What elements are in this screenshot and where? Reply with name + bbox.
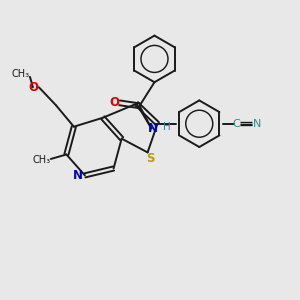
Text: O: O bbox=[28, 81, 38, 94]
Text: N: N bbox=[252, 119, 261, 129]
Text: H: H bbox=[163, 122, 171, 132]
Text: S: S bbox=[146, 152, 154, 165]
Text: N: N bbox=[147, 122, 158, 135]
Text: O: O bbox=[109, 96, 119, 109]
Text: C: C bbox=[232, 119, 240, 129]
Text: CH₃: CH₃ bbox=[33, 155, 51, 166]
Text: N: N bbox=[73, 169, 83, 182]
Text: CH₃: CH₃ bbox=[12, 69, 30, 79]
